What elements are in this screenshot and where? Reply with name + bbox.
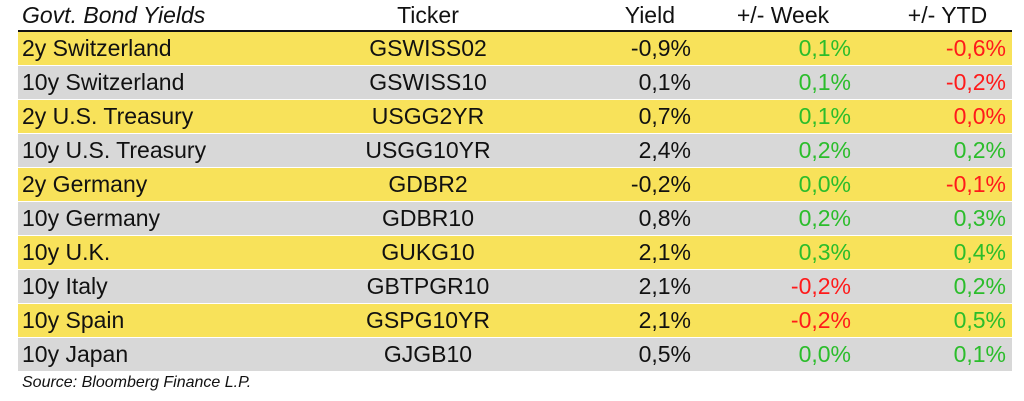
header-yield: Yield (624, 1, 675, 28)
bond-name: 10y Japan (22, 341, 129, 367)
bond-ytd-change: 0,2% (953, 273, 1006, 299)
bond-name: 10y U.K. (22, 239, 111, 265)
bond-week-change: 0,0% (798, 171, 851, 197)
bond-week-change: -0,2% (790, 273, 851, 299)
bond-week-change: 0,2% (798, 205, 851, 231)
bond-yield: -0,2% (630, 171, 691, 197)
bond-name: 2y U.S. Treasury (22, 103, 194, 129)
bond-week-change: 0,1% (798, 103, 851, 129)
bond-ytd-change: -0,2% (945, 69, 1006, 95)
bond-ytd-change: 0,2% (953, 137, 1006, 163)
bond-ticker: GUKG10 (381, 239, 475, 265)
bond-ticker: GSPG10YR (366, 307, 490, 333)
table-row: 2y Switzerland GSWISS02 -0,9% 0,1% -0,6% (18, 32, 1012, 66)
table-row: 10y Japan GJGB10 0,5% 0,0% 0,1% (18, 338, 1012, 372)
bond-name: 2y Switzerland (22, 35, 172, 61)
bond-ytd-change: 0,1% (953, 341, 1006, 367)
bond-week-change: 0,2% (798, 137, 851, 163)
bond-week-change: 0,3% (798, 239, 851, 265)
bond-ytd-change: -0,1% (945, 171, 1006, 197)
table-body: 2y Switzerland GSWISS02 -0,9% 0,1% -0,6%… (18, 32, 1012, 372)
bond-yield: -0,9% (630, 35, 691, 61)
bond-ytd-change: 0,0% (953, 103, 1006, 129)
bond-name: 10y Switzerland (22, 69, 185, 95)
table-row: 10y Germany GDBR10 0,8% 0,2% 0,3% (18, 202, 1012, 236)
bond-yield: 0,1% (638, 69, 691, 95)
source-note: Source: Bloomberg Finance L.P. (22, 374, 252, 391)
table-row: 10y U.K. GUKG10 2,1% 0,3% 0,4% (18, 236, 1012, 270)
bond-week-change: 0,1% (798, 69, 851, 95)
bond-ticker: GSWISS02 (369, 35, 487, 61)
bond-ticker: GSWISS10 (369, 69, 487, 95)
bond-ticker: USGG2YR (371, 103, 485, 129)
bond-ticker: USGG10YR (365, 137, 491, 163)
bond-name: 10y Italy (22, 273, 108, 299)
bond-ytd-change: -0,6% (945, 35, 1006, 61)
bond-name: 2y Germany (22, 171, 148, 197)
bond-yield: 2,1% (638, 273, 691, 299)
header-ticker: Ticker (397, 1, 459, 28)
bond-ytd-change: 0,5% (953, 307, 1006, 333)
bond-name: 10y Germany (22, 205, 161, 231)
bond-ticker: GDBR10 (381, 205, 475, 231)
bond-yield: 2,1% (638, 307, 691, 333)
bond-week-change: -0,2% (790, 307, 851, 333)
bond-yield: 0,5% (638, 341, 691, 367)
table-row: 10y Switzerland GSWISS10 0,1% 0,1% -0,2% (18, 66, 1012, 100)
bond-ytd-change: 0,4% (953, 239, 1006, 265)
bond-week-change: 0,0% (798, 341, 851, 367)
bond-yield: 0,7% (638, 103, 691, 129)
table-row: 10y U.S. Treasury USGG10YR 2,4% 0,2% 0,2… (18, 134, 1012, 168)
bond-yield: 2,1% (638, 239, 691, 265)
table-row: 10y Italy GBTPGR10 2,1% -0,2% 0,2% (18, 270, 1012, 304)
header-week-change: +/- Week (736, 1, 830, 28)
bond-yields-table: Govt. Bond Yields Ticker Yield +/- Week … (18, 0, 1012, 372)
bond-ticker: GJGB10 (383, 341, 473, 367)
bond-week-change: 0,1% (798, 35, 851, 61)
bond-yield: 0,8% (638, 205, 691, 231)
bond-name: 10y Spain (22, 307, 125, 333)
bond-ytd-change: 0,3% (953, 205, 1006, 231)
header-ytd-change: +/- YTD (907, 1, 988, 28)
bond-ticker: GBTPGR10 (366, 273, 490, 299)
header-name: Govt. Bond Yields (22, 1, 206, 28)
bond-yield: 2,4% (638, 137, 691, 163)
bond-ticker: GDBR2 (388, 171, 468, 197)
table-row: 2y Germany GDBR2 -0,2% 0,0% -0,1% (18, 168, 1012, 202)
bond-name: 10y U.S. Treasury (22, 137, 207, 163)
table-row: 2y U.S. Treasury USGG2YR 0,7% 0,1% 0,0% (18, 100, 1012, 134)
table-row: 10y Spain GSPG10YR 2,1% -0,2% 0,5% (18, 304, 1012, 338)
table-header: Govt. Bond Yields Ticker Yield +/- Week … (18, 0, 1012, 32)
